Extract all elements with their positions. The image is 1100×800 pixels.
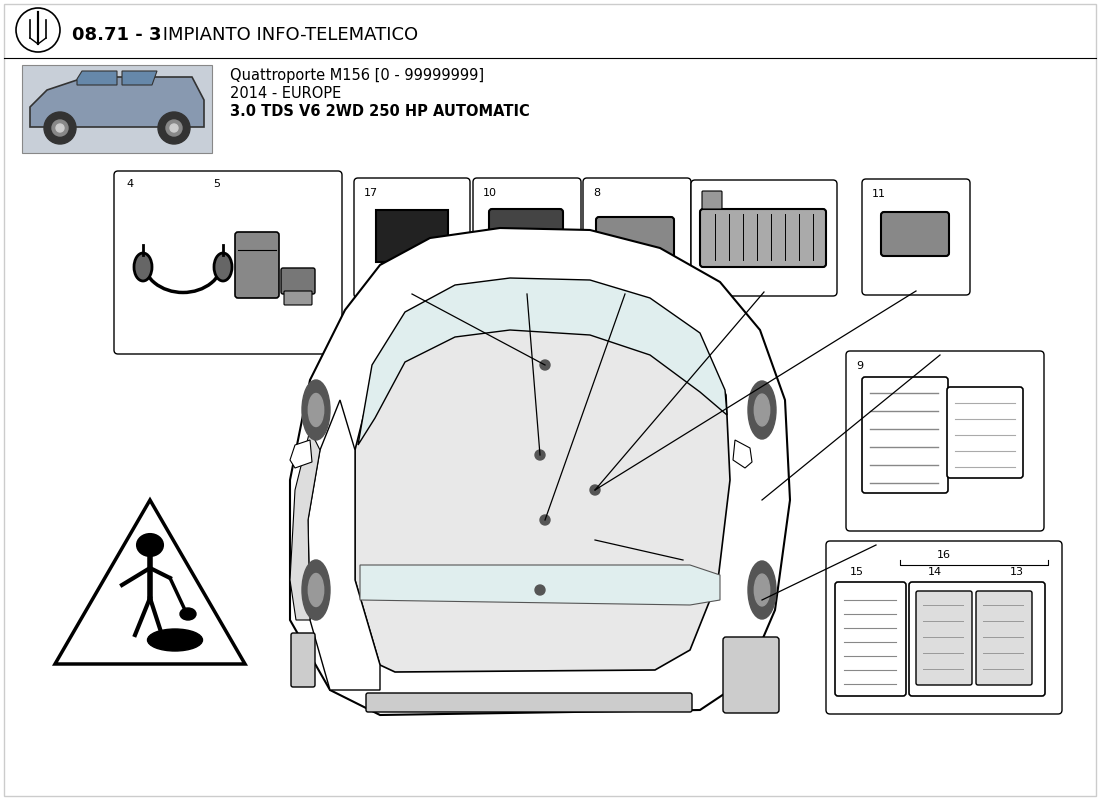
Polygon shape	[733, 440, 752, 468]
Ellipse shape	[134, 253, 152, 281]
Text: 5: 5	[213, 179, 220, 189]
FancyBboxPatch shape	[702, 191, 722, 209]
Polygon shape	[355, 282, 730, 672]
Circle shape	[166, 120, 182, 136]
Text: 3.0 TDS V6 2WD 250 HP AUTOMATIC: 3.0 TDS V6 2WD 250 HP AUTOMATIC	[230, 104, 530, 119]
FancyBboxPatch shape	[691, 180, 837, 296]
Polygon shape	[30, 77, 204, 127]
FancyBboxPatch shape	[473, 178, 581, 298]
Text: 2014 - EUROPE: 2014 - EUROPE	[230, 86, 341, 101]
Ellipse shape	[748, 381, 775, 439]
FancyBboxPatch shape	[976, 591, 1032, 685]
Circle shape	[44, 112, 76, 144]
Polygon shape	[358, 278, 727, 445]
FancyBboxPatch shape	[381, 262, 443, 278]
Bar	[416, 278, 424, 288]
Circle shape	[535, 450, 544, 460]
Text: 7: 7	[624, 566, 631, 576]
FancyBboxPatch shape	[596, 217, 674, 261]
Bar	[692, 594, 708, 634]
Circle shape	[170, 124, 178, 132]
Bar	[402, 278, 409, 288]
Ellipse shape	[308, 574, 323, 606]
FancyBboxPatch shape	[846, 351, 1044, 531]
FancyBboxPatch shape	[862, 377, 948, 493]
FancyBboxPatch shape	[4, 4, 1096, 796]
FancyBboxPatch shape	[280, 268, 315, 294]
Ellipse shape	[180, 608, 196, 620]
FancyBboxPatch shape	[114, 171, 342, 354]
FancyBboxPatch shape	[625, 585, 739, 649]
Text: 17: 17	[364, 188, 378, 198]
Polygon shape	[308, 400, 380, 690]
FancyBboxPatch shape	[354, 178, 470, 298]
Circle shape	[540, 360, 550, 370]
Ellipse shape	[214, 253, 232, 281]
Bar	[718, 594, 734, 634]
Text: 8: 8	[593, 188, 601, 198]
Ellipse shape	[138, 534, 163, 556]
Ellipse shape	[147, 629, 202, 651]
Bar	[666, 594, 682, 634]
FancyBboxPatch shape	[22, 65, 212, 153]
Circle shape	[56, 124, 64, 132]
FancyBboxPatch shape	[583, 178, 691, 298]
Text: 10: 10	[483, 188, 497, 198]
Text: 16: 16	[937, 550, 952, 560]
Circle shape	[52, 120, 68, 136]
Text: 9: 9	[856, 361, 864, 371]
FancyBboxPatch shape	[916, 591, 972, 685]
FancyBboxPatch shape	[366, 693, 692, 712]
FancyBboxPatch shape	[723, 637, 779, 713]
Text: IMPIANTO INFO-TELEMATICO: IMPIANTO INFO-TELEMATICO	[157, 26, 418, 44]
Polygon shape	[122, 71, 157, 85]
FancyBboxPatch shape	[614, 556, 752, 674]
FancyBboxPatch shape	[284, 291, 312, 305]
Text: 4: 4	[126, 179, 133, 189]
Bar	[431, 278, 439, 288]
Polygon shape	[290, 430, 320, 620]
Bar	[640, 594, 656, 634]
Text: 14: 14	[928, 567, 942, 577]
Circle shape	[590, 485, 600, 495]
FancyBboxPatch shape	[292, 633, 315, 687]
Text: 08.71 - 3: 08.71 - 3	[72, 26, 162, 44]
Ellipse shape	[308, 394, 323, 426]
Polygon shape	[77, 71, 117, 85]
Ellipse shape	[748, 561, 775, 619]
Bar	[386, 278, 394, 288]
Ellipse shape	[302, 380, 330, 440]
Circle shape	[535, 585, 544, 595]
Text: 13: 13	[1010, 567, 1024, 577]
Circle shape	[540, 515, 550, 525]
FancyBboxPatch shape	[700, 209, 826, 267]
Text: 11: 11	[872, 189, 886, 199]
Polygon shape	[360, 565, 720, 605]
Ellipse shape	[755, 394, 770, 426]
FancyBboxPatch shape	[862, 179, 970, 295]
FancyBboxPatch shape	[499, 253, 553, 269]
Ellipse shape	[302, 560, 330, 620]
FancyBboxPatch shape	[909, 582, 1045, 696]
FancyBboxPatch shape	[235, 232, 279, 298]
Text: 15: 15	[850, 567, 864, 577]
FancyBboxPatch shape	[490, 209, 563, 257]
Polygon shape	[290, 440, 312, 468]
FancyBboxPatch shape	[881, 212, 949, 256]
FancyBboxPatch shape	[376, 210, 448, 262]
Text: Quattroporte M156 [0 - 99999999]: Quattroporte M156 [0 - 99999999]	[230, 68, 484, 83]
FancyBboxPatch shape	[835, 582, 906, 696]
Circle shape	[158, 112, 190, 144]
FancyBboxPatch shape	[826, 541, 1062, 714]
Ellipse shape	[755, 574, 770, 606]
Polygon shape	[290, 228, 790, 715]
FancyBboxPatch shape	[947, 387, 1023, 478]
